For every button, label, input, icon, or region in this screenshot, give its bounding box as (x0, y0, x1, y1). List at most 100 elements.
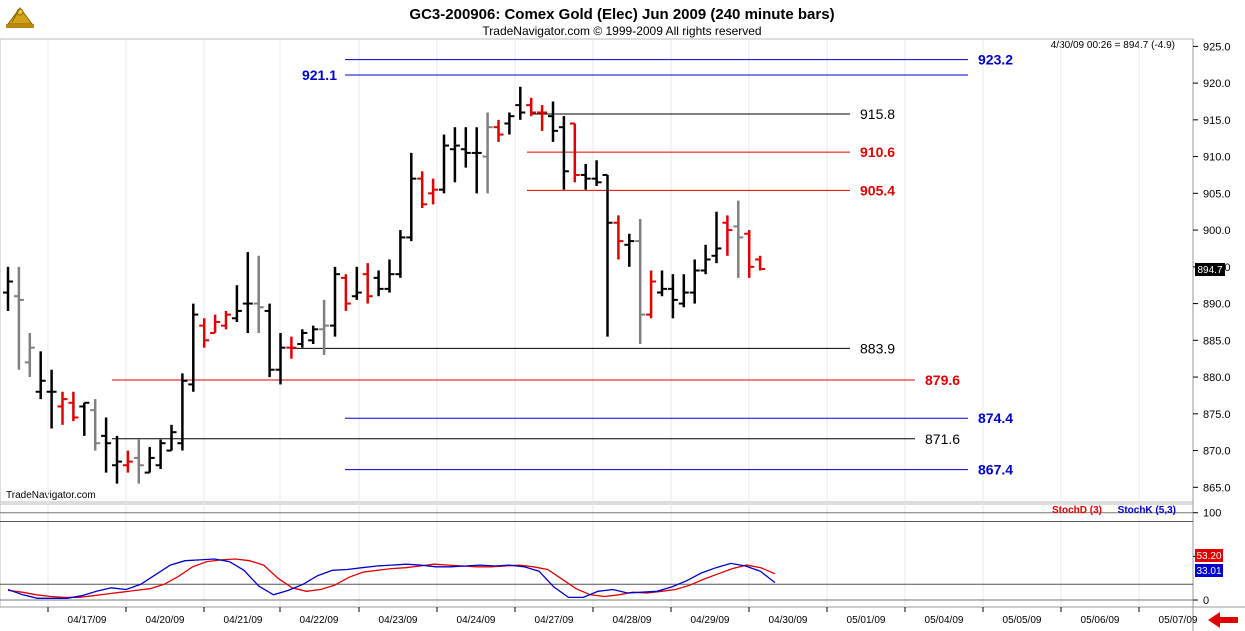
date-axis: 04/17/09 04/20/09 04/21/09 04/22/09 04/23/09… (47, 607, 1198, 626)
ohlc-bar (744, 230, 755, 278)
ohlc-bar (101, 417, 112, 473)
ohlc-bar (537, 105, 548, 131)
ohlc-bar (13, 266, 24, 370)
date-label: 05/04/09 (925, 615, 964, 626)
date-label: 04/17/09 (68, 615, 107, 626)
ohlc-bar (439, 134, 449, 194)
ohlc-bar (558, 116, 569, 190)
ohlc-bar (340, 274, 351, 311)
ohlc-bar (755, 255, 766, 271)
price-tick-label: 915.0 (1203, 115, 1231, 127)
ohlc-bar (667, 274, 678, 319)
ohlc-bar (460, 127, 471, 168)
stoch-tick-label: 0 (1203, 595, 1209, 607)
level-label: 883.9 (860, 340, 895, 356)
level-lines: 923.2 921.1 915.8 910.6 905.4 883.9 879.6 874.4… (112, 52, 1013, 478)
ohlc-bar (3, 266, 13, 311)
stochk-value: 33.01 (1196, 566, 1221, 577)
ohlc-bar (319, 299, 330, 356)
ohlc-bar (68, 391, 79, 422)
ohlc-bar (210, 314, 221, 334)
ohlc-bar (428, 178, 439, 205)
ohlc-bar (602, 173, 613, 337)
price-bars (3, 86, 766, 484)
ohlc-bar (35, 351, 46, 400)
price-tick-label: 885.0 (1203, 335, 1231, 347)
price-tick-label: 925.0 (1203, 41, 1231, 53)
date-label: 05/07/09 (1159, 615, 1198, 626)
scroll-left-arrow-icon[interactable] (1208, 612, 1238, 628)
date-label: 04/28/09 (613, 615, 652, 626)
level-label: 871.6 (925, 431, 960, 447)
ohlc-bar (613, 215, 624, 260)
ohlc-bar (493, 119, 504, 142)
ohlc-bar (548, 101, 558, 142)
stoch-tick-label: 100 (1203, 508, 1221, 520)
stochk-line (7, 558, 776, 599)
ohlc-bar (275, 332, 286, 385)
price-tick-label: 880.0 (1203, 372, 1231, 384)
ohlc-bar (166, 424, 177, 452)
ohlc-bar (580, 163, 591, 190)
ohlc-bar (199, 318, 210, 348)
ohlc-bar (471, 127, 482, 194)
ohlc-bar (221, 310, 231, 330)
ohlc-bar (330, 266, 340, 337)
ohlc-bar (24, 332, 35, 378)
ohlc-bar (569, 122, 580, 183)
ohlc-bar (177, 373, 188, 451)
ohlc-bar (449, 127, 460, 183)
ohlc-bar (308, 325, 319, 344)
date-label: 04/24/09 (457, 615, 496, 626)
ohlc-bar (133, 439, 144, 484)
ohlc-bar (286, 336, 297, 359)
price-tick-label: 910.0 (1203, 152, 1231, 164)
date-label: 05/06/09 (1081, 615, 1120, 626)
ohlc-bar (526, 97, 537, 117)
ohlc-bar (122, 450, 133, 473)
price-tick-label: 900.0 (1203, 225, 1231, 237)
ohlc-bar (351, 266, 362, 300)
ohlc-bar (406, 152, 417, 242)
level-label: 921.1 (302, 67, 337, 83)
ohlc-bar (591, 160, 602, 186)
watermark: TradeNavigator.com (6, 490, 96, 501)
stochk-value-box: 33.01 (1195, 564, 1223, 577)
ohlc-bar (57, 391, 68, 425)
date-label: 04/23/09 (379, 615, 418, 626)
level-label: 915.8 (860, 106, 895, 122)
level-label: 867.4 (978, 462, 1013, 478)
date-label: 04/30/09 (769, 615, 808, 626)
ohlc-bar (700, 244, 711, 275)
ohlc-bar (362, 263, 373, 304)
stochd-value: 53.20 (1196, 551, 1221, 562)
level-label: 874.4 (978, 410, 1013, 426)
level-label: 910.6 (860, 144, 895, 160)
ohlc-bar (264, 303, 275, 378)
chart-title: GC3-200906: Comex Gold (Elec) Jun 2009 (… (409, 6, 834, 23)
brass-sextant-logo-icon[interactable] (6, 7, 34, 28)
date-label: 04/27/09 (535, 615, 574, 626)
stochd-legend: StochD (3) (1052, 505, 1102, 516)
date-label: 04/29/09 (691, 615, 730, 626)
level-label: 905.4 (860, 182, 895, 198)
date-label: 05/05/09 (1003, 615, 1042, 626)
ohlc-bar (231, 285, 242, 322)
ohlc-bar (90, 399, 101, 451)
price-axis-ticks: 925.0920.0915.0910.0905.0900.0895.0890.0… (1193, 41, 1231, 494)
price-tick-label: 875.0 (1203, 409, 1231, 421)
ohlc-bar (384, 259, 395, 293)
date-label: 04/20/09 (146, 615, 185, 626)
ohlc-bar (79, 401, 90, 436)
ohlc-bar (395, 230, 406, 278)
ohlc-bar (635, 219, 646, 344)
ohlc-bar (689, 259, 700, 304)
ohlc-bar (733, 200, 744, 278)
ohlc-bar (646, 270, 657, 319)
ohlc-bar (155, 439, 166, 469)
ohlc-bar (417, 171, 428, 209)
ohlc-bar (657, 270, 667, 297)
date-label: 04/22/09 (300, 615, 339, 626)
stochd-line (7, 558, 776, 599)
